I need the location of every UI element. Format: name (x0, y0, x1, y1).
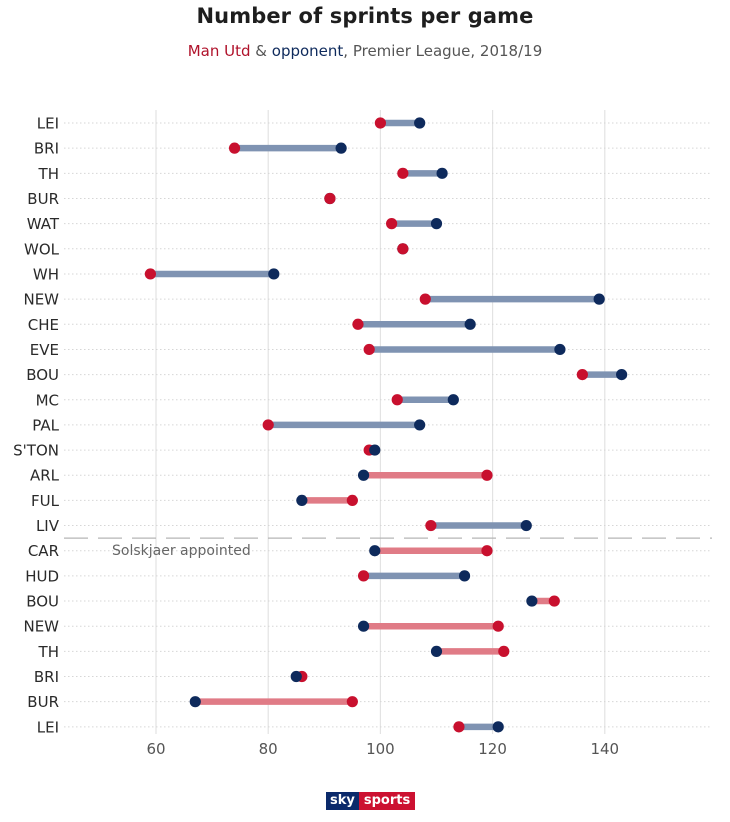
man-utd-dot (363, 343, 375, 356)
category-label: LEI (37, 718, 59, 736)
solskjaer-annotation: Solskjaer appointed (112, 543, 251, 559)
man-utd-dot (346, 696, 358, 708)
man-utd-dot (352, 318, 364, 330)
category-label: MC (36, 391, 59, 409)
chart-title: Number of sprints per game (196, 4, 534, 28)
opponent-dot (430, 645, 443, 657)
opponent-dot (290, 670, 302, 683)
x-tick-label: 60 (146, 740, 165, 758)
man-utd-dot (419, 293, 431, 305)
opponent-dot (335, 142, 347, 154)
subtitle-opponent: opponent (271, 42, 344, 60)
x-tick-label: 100 (366, 740, 395, 758)
category-label: HUD (25, 567, 59, 585)
opponent-dot (554, 343, 566, 356)
man-utd-dot (386, 218, 398, 230)
category-label: BOU (26, 593, 59, 611)
x-tick-label: 80 (259, 740, 278, 758)
opponent-dot (414, 117, 426, 129)
opponent-dot (189, 696, 201, 708)
man-utd-dot (144, 268, 156, 280)
category-label: TH (38, 165, 59, 183)
category-label: BOU (26, 366, 59, 384)
category-label: BUR (27, 693, 59, 711)
opponent-dot (436, 167, 448, 179)
opponent-dot (414, 419, 426, 431)
opponent-dot (593, 293, 605, 305)
man-utd-dot (357, 570, 370, 582)
category-label: S'TON (13, 442, 59, 460)
opponent-dot (268, 268, 280, 280)
man-utd-dot (228, 142, 241, 154)
opponent-dot (447, 394, 459, 406)
opponent-dot (458, 570, 471, 582)
category-label: PAL (32, 416, 59, 434)
category-label: BUR (27, 190, 59, 208)
x-tick-label: 120 (478, 740, 507, 758)
man-utd-dot (397, 243, 409, 255)
man-utd-dot (548, 595, 560, 607)
category-label: NEW (23, 618, 59, 636)
chart-subtitle: Man Utd & opponent, Premier League, 2018… (0, 42, 730, 60)
man-utd-dot (453, 721, 465, 733)
sky-logo-text: sky (326, 792, 359, 810)
labels: 60 80 100 120 140 LEI BRI TH BUR WAT WOL WH NEW CHE EV… (13, 115, 619, 759)
category-label: EVE (30, 341, 59, 359)
man-utd-dot (492, 620, 504, 632)
category-label: CAR (28, 542, 59, 560)
man-utd-dot (397, 167, 409, 179)
category-label: BRI (34, 668, 59, 686)
man-utd-dot (324, 192, 336, 205)
category-label: NEW (23, 291, 59, 309)
man-utd-dot (374, 117, 386, 129)
opponent-dot (357, 620, 370, 632)
subtitle-rest: , Premier League, 2018/19 (343, 42, 543, 60)
subtitle-man-utd: Man Utd (187, 42, 251, 60)
category-label: FUL (31, 492, 60, 510)
x-tick-label: 140 (590, 740, 619, 758)
category-label: WOL (24, 240, 60, 258)
category-label: WAT (27, 215, 60, 233)
opponent-dot (296, 494, 308, 506)
sky-sports-logo: sky sports (326, 792, 416, 810)
opponent-dot (369, 444, 381, 456)
opponent-dot (520, 519, 532, 532)
category-label: CHE (28, 316, 59, 334)
man-utd-dot (576, 369, 588, 381)
man-utd-dot (262, 419, 274, 431)
bars (150, 119, 622, 731)
category-label: WH (33, 265, 59, 283)
man-utd-dot (481, 545, 493, 557)
man-utd-dot (481, 469, 493, 481)
opponent-dot (430, 218, 443, 230)
sports-logo-text: sports (358, 792, 416, 810)
man-utd-dot (346, 494, 358, 506)
category-label: BRI (34, 140, 59, 158)
opponent-dot (464, 318, 476, 330)
man-utd-dot (498, 645, 510, 657)
opponent-dot (369, 545, 381, 557)
opponent-dot (357, 469, 370, 481)
category-label: ARL (30, 467, 60, 485)
opponent-dot (616, 369, 628, 381)
opponent-dot (492, 721, 504, 733)
category-label: TH (38, 643, 59, 661)
man-utd-dot (425, 519, 437, 532)
category-label: LIV (36, 517, 60, 535)
dots (144, 117, 628, 733)
subtitle-ampersand: & (250, 42, 272, 60)
opponent-dot (526, 595, 538, 607)
category-label: LEI (37, 115, 59, 133)
man-utd-dot (391, 394, 403, 406)
